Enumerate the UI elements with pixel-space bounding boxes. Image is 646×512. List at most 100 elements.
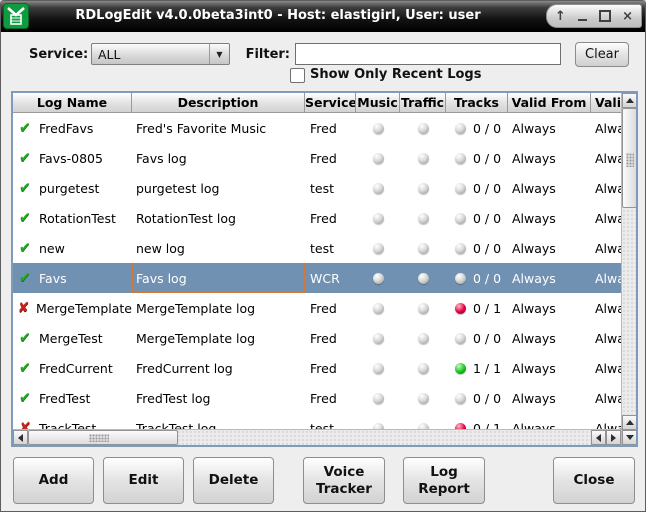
column-header[interactable]: Description — [132, 93, 305, 113]
maximize-icon[interactable] — [596, 7, 614, 25]
titlebar[interactable]: RDLogEdit v4.0.0beta3int0 - Host: elasti… — [1, 1, 645, 32]
tracks-count: 0 / 0 — [473, 330, 502, 346]
table-row[interactable]: MergeTemplate MergeTemplate log Fred 0 /… — [13, 293, 621, 323]
log-status-icon — [17, 421, 33, 429]
log-description-cell: Favs log — [132, 263, 305, 293]
show-recent-label: Show Only Recent Logs — [310, 67, 482, 82]
valid-from-cell: Always — [512, 240, 556, 256]
scroll-right-button[interactable] — [606, 430, 621, 445]
log-status-icon — [17, 301, 30, 315]
music-cell — [356, 143, 400, 173]
scroll-up-button-bottom[interactable] — [622, 415, 636, 430]
music-cell — [356, 263, 400, 293]
valid-from-cell: Always — [512, 120, 556, 136]
tracks-count: 0 / 1 — [473, 420, 502, 430]
music-ball-icon — [372, 332, 384, 344]
show-recent-checkbox[interactable] — [290, 68, 305, 83]
chevron-down-icon: ▼ — [209, 44, 229, 64]
minimize-icon[interactable] — [574, 7, 592, 25]
vertical-scrollbar[interactable] — [621, 93, 636, 445]
voice-tracker-button[interactable]: Voice Tracker — [303, 457, 385, 504]
rollup-icon[interactable]: ↑ — [554, 8, 566, 24]
music-ball-icon — [372, 212, 384, 224]
close-icon[interactable]: × — [622, 8, 634, 24]
table-row[interactable]: Favs Favs log WCR 0 / 0 Always A — [13, 263, 621, 293]
column-header[interactable]: Music — [356, 93, 400, 113]
scroll-down-button[interactable] — [622, 430, 636, 445]
column-header[interactable]: Service — [305, 93, 356, 113]
traffic-cell — [400, 263, 446, 293]
traffic-cell — [400, 233, 446, 263]
scroll-up-button[interactable] — [622, 93, 636, 108]
log-name: MergeTemplate — [35, 300, 132, 316]
tracks-count: 0 / 0 — [473, 270, 502, 286]
music-ball-icon — [372, 392, 384, 404]
valid-from-cell: Always — [512, 150, 556, 166]
valid-from-cell: Always — [512, 390, 556, 406]
log-service-cell: Fred — [310, 120, 337, 136]
valid-to-cell: Always — [595, 210, 621, 226]
scroll-right-icon — [611, 433, 616, 442]
log-name: purgetest — [39, 180, 100, 196]
column-header[interactable]: Valid To — [591, 93, 621, 113]
traffic-ball-icon — [417, 122, 429, 134]
scroll-up-icon — [625, 420, 634, 425]
log-name: TrackTest — [39, 420, 97, 430]
log-status-icon — [17, 331, 33, 345]
traffic-cell — [400, 113, 446, 143]
vertical-scroll-thumb[interactable] — [622, 108, 636, 208]
traffic-cell — [400, 173, 446, 203]
log-name-cell: purgetest — [13, 173, 132, 203]
table-row[interactable]: FredFavs Fred's Favorite Music Fred 0 / … — [13, 113, 621, 143]
valid-to-cell: Always — [595, 270, 621, 286]
table-row[interactable]: Favs-0805 Favs log Fred 0 / 0 Always — [13, 143, 621, 173]
table-row[interactable]: new new log test 0 / 0 Always Al — [13, 233, 621, 263]
table-row[interactable]: RotationTest RotationTest log Fred 0 / 0… — [13, 203, 621, 233]
traffic-cell — [400, 353, 446, 383]
horizontal-scroll-thumb[interactable] — [28, 430, 178, 445]
service-dropdown[interactable]: ALL ▼ — [91, 43, 230, 65]
filter-input[interactable] — [295, 43, 561, 65]
window-title: RDLogEdit v4.0.0beta3int0 - Host: elasti… — [75, 8, 481, 23]
close-button[interactable]: Close — [553, 457, 635, 504]
log-service-cell: Fred — [310, 390, 337, 406]
table-row[interactable]: FredTest FredTest log Fred 0 / 0 Always — [13, 383, 621, 413]
edit-button[interactable]: Edit — [103, 457, 184, 504]
music-ball-icon — [372, 362, 384, 374]
column-header[interactable]: Log Name — [13, 93, 132, 113]
tracks-cell: 0 / 0 — [446, 173, 508, 203]
maximize-box — [599, 10, 612, 22]
traffic-cell — [400, 323, 446, 353]
music-ball-icon — [372, 302, 384, 314]
log-description-cell: Fred's Favorite Music — [136, 120, 267, 136]
clear-button[interactable]: Clear — [575, 42, 629, 67]
tracks-cell: 0 / 0 — [446, 113, 508, 143]
log-name: FredFavs — [39, 120, 94, 136]
log-report-button[interactable]: Log Report — [403, 457, 485, 504]
tracks-count: 0 / 0 — [473, 390, 502, 406]
traffic-cell — [400, 143, 446, 173]
column-header[interactable]: Valid From — [508, 93, 591, 113]
music-ball-icon — [372, 422, 384, 429]
column-header[interactable]: Tracks — [446, 93, 508, 113]
scroll-left-button-right[interactable] — [591, 430, 606, 445]
log-name-cell: new — [13, 233, 132, 263]
table-row[interactable]: purgetest purgetest log test 0 / 0 Alway… — [13, 173, 621, 203]
scroll-left-button[interactable] — [13, 430, 28, 445]
music-cell — [356, 203, 400, 233]
valid-from-cell: Always — [512, 300, 556, 316]
log-name-cell: Favs-0805 — [13, 143, 132, 173]
tracks-cell: 0 / 0 — [446, 233, 508, 263]
tracks-ball-icon — [455, 392, 466, 404]
horizontal-scrollbar[interactable] — [13, 429, 621, 445]
delete-button[interactable]: Delete — [193, 457, 274, 504]
column-header[interactable]: Traffic — [400, 93, 446, 113]
traffic-ball-icon — [417, 182, 429, 194]
table-row[interactable]: FredCurrent FredCurrent log Fred 1 / 1 A… — [13, 353, 621, 383]
table-row[interactable]: MergeTest MergeTemplate log Fred 0 / 0 A… — [13, 323, 621, 353]
valid-to-cell: Always — [595, 390, 621, 406]
add-button[interactable]: Add — [13, 457, 94, 504]
tracks-ball-icon — [455, 182, 466, 194]
log-name: Favs — [39, 270, 67, 286]
table-row[interactable]: TrackTest TrackTest log test 0 / 1 Alway… — [13, 413, 621, 429]
